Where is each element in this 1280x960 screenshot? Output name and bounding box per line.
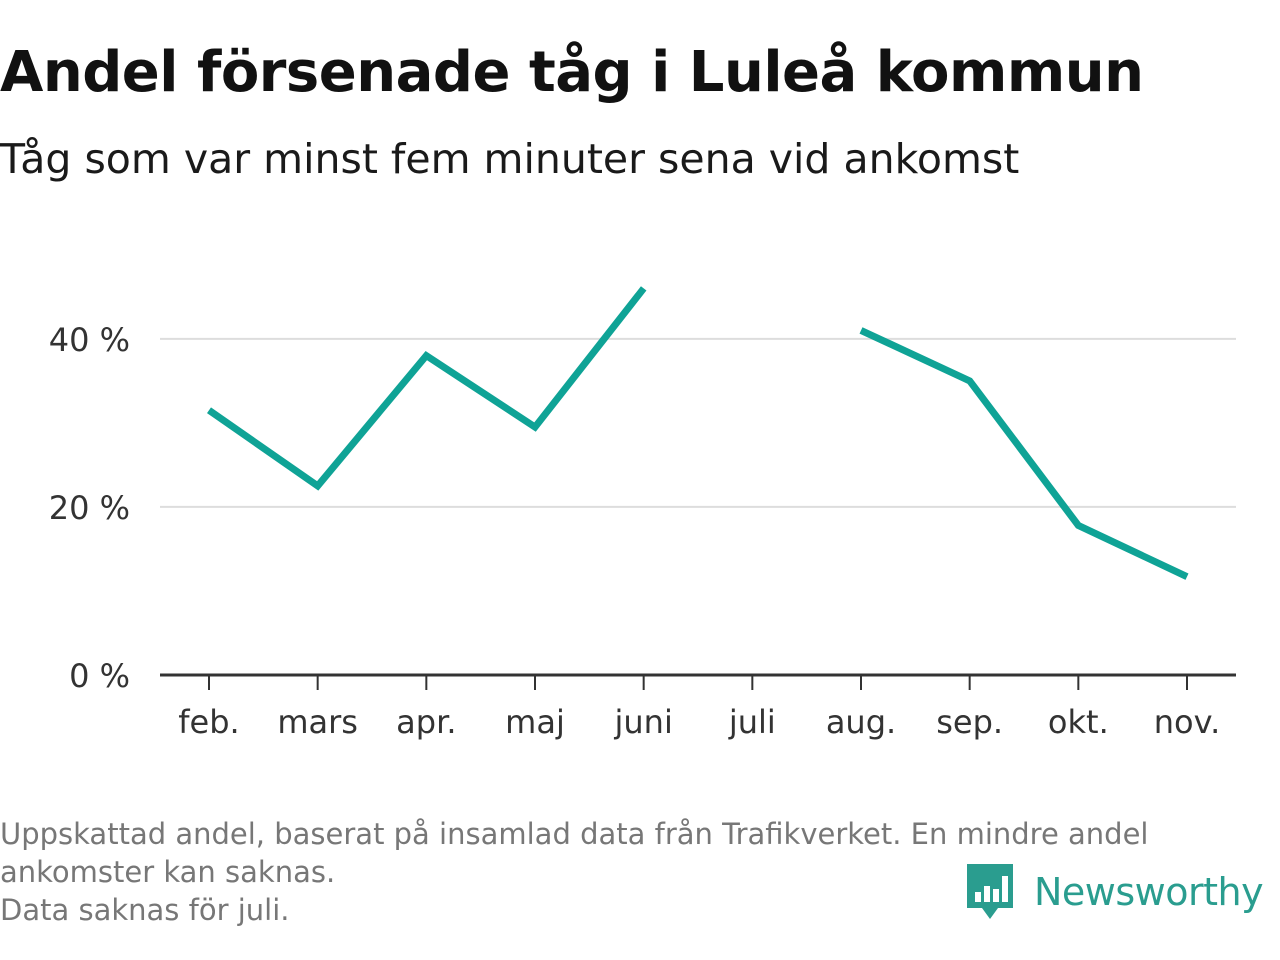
series-line — [207, 286, 647, 491]
footnote-line-1: Uppskattad andel, baserat på insamlad da… — [0, 817, 1149, 851]
series-lines — [207, 286, 1189, 580]
footnote: Uppskattad andel, baserat på insamlad da… — [0, 815, 1270, 929]
x-tick-label: feb. — [178, 703, 239, 741]
chart-title: Andel försenade tåg i Luleå kommun — [0, 40, 1144, 105]
x-tick-label: juni — [613, 703, 672, 741]
x-tick-label: okt. — [1048, 703, 1109, 741]
x-tick-label: juli — [728, 703, 776, 741]
gridlines — [160, 337, 1236, 508]
footnote-line-2: ankomster kan saknas. — [0, 855, 336, 889]
x-axis-ticks: feb. mars apr. maj juni juli aug. sep. okt. nov. — [178, 675, 1220, 741]
x-tick-label: maj — [505, 703, 565, 741]
y-tick-label: 20 % — [49, 489, 130, 527]
y-tick-label: 40 % — [49, 321, 130, 359]
bar-chart-speech-bubble-icon — [967, 864, 1013, 919]
x-tick-label: nov. — [1154, 703, 1220, 741]
x-tick-label: mars — [277, 703, 358, 741]
x-tick-label: aug. — [826, 703, 896, 741]
y-axis-ticks: 0 % 20 % 40 % — [49, 321, 130, 695]
series-line — [859, 327, 1189, 580]
brand-name: Newsworthy — [1034, 870, 1264, 914]
x-tick-label: sep. — [936, 703, 1003, 741]
chart-subtitle: Tåg som var minst fem minuter sena vid a… — [0, 135, 1020, 183]
brand-logo: Newsworthy — [964, 862, 1264, 922]
footnote-line-3: Data saknas för juli. — [0, 893, 290, 927]
y-tick-label: 0 % — [69, 657, 130, 695]
x-tick-label: apr. — [396, 703, 456, 741]
